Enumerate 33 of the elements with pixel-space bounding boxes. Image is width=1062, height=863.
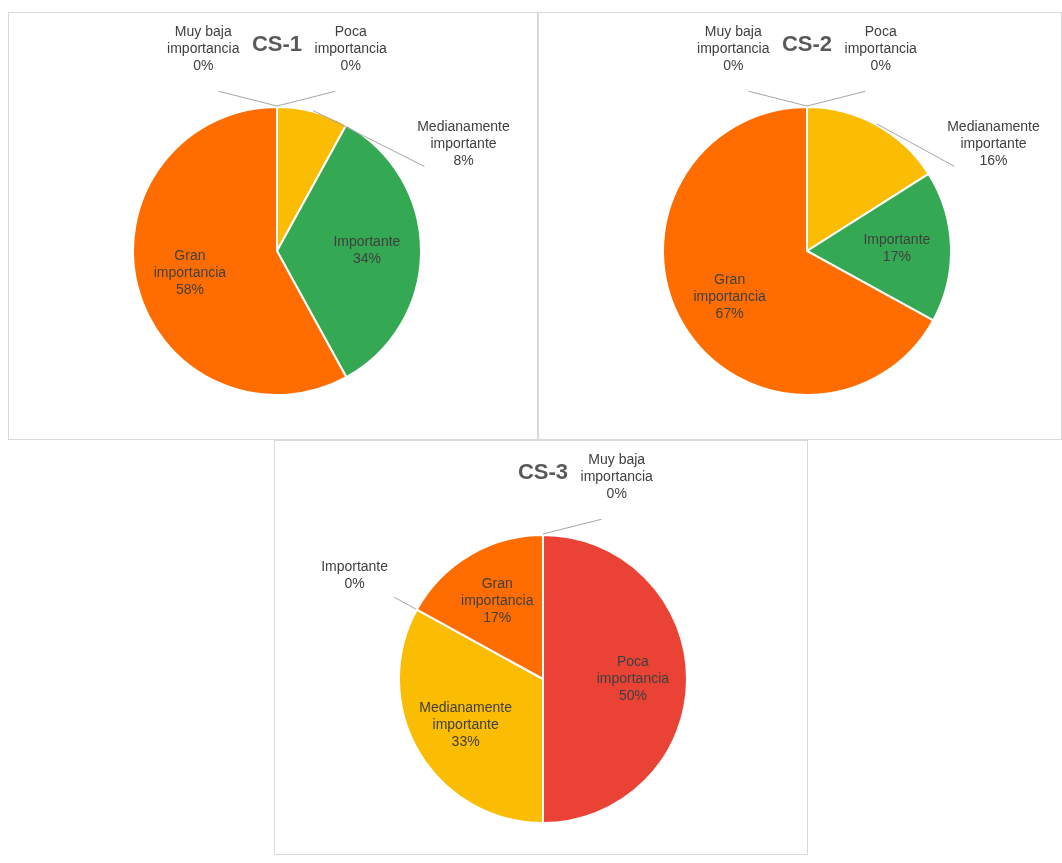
text: 0% bbox=[344, 574, 365, 591]
slice-label: Gran importancia bbox=[693, 270, 767, 304]
chart-title: CS-1 bbox=[251, 31, 303, 57]
data-label: 50% bbox=[618, 686, 647, 703]
data-label: 17% bbox=[882, 247, 911, 264]
text: 0% bbox=[340, 56, 361, 73]
slice-label: Medianamente importante bbox=[419, 698, 513, 732]
data-label: 34% bbox=[352, 250, 381, 267]
slice-label: Poca importancia bbox=[596, 652, 670, 686]
category-label: Muy baja importancia bbox=[697, 22, 770, 56]
data-label: 8% bbox=[453, 151, 474, 168]
data-label: 67% bbox=[715, 304, 744, 321]
text: 0% bbox=[193, 56, 214, 73]
chart-title: CS-2 bbox=[781, 31, 833, 57]
data-label: 33% bbox=[451, 732, 480, 749]
text: 0% bbox=[606, 484, 627, 501]
data-label: 58% bbox=[175, 281, 204, 298]
text: 0% bbox=[723, 56, 744, 73]
slice-label: Importante bbox=[863, 230, 931, 247]
text: 0% bbox=[870, 56, 891, 73]
category-label: Importante bbox=[321, 557, 389, 574]
chart-title: CS-3 bbox=[517, 459, 569, 485]
category-label: Poca importancia bbox=[314, 22, 387, 56]
slice-label: Medianamente importante bbox=[947, 117, 1041, 151]
slice-label: Gran importancia bbox=[153, 247, 227, 281]
category-label: Muy baja importancia bbox=[167, 22, 240, 56]
data-label: 17% bbox=[483, 609, 512, 626]
category-label: Muy baja importancia bbox=[580, 450, 653, 484]
slice-label: Medianamente importante bbox=[417, 117, 511, 151]
slice-label: Importante bbox=[333, 233, 401, 250]
slice-label: Gran importancia bbox=[461, 575, 534, 609]
category-label: Poca importancia bbox=[844, 22, 917, 56]
data-label: 16% bbox=[979, 151, 1008, 168]
